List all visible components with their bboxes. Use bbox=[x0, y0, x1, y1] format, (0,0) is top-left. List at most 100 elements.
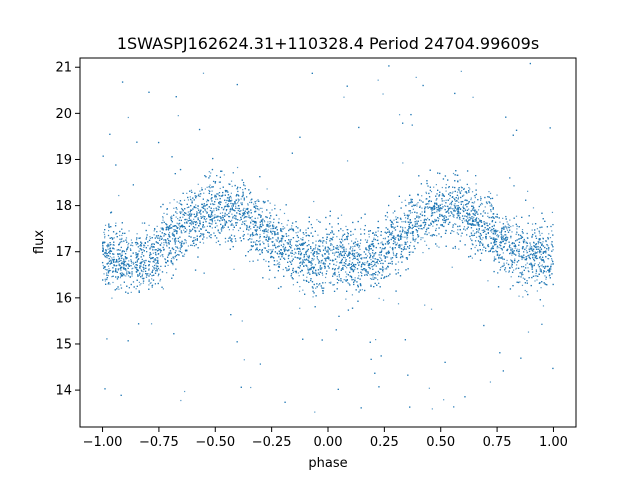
data-point bbox=[502, 227, 504, 230]
data-point bbox=[409, 220, 411, 222]
data-point bbox=[251, 219, 253, 221]
data-point bbox=[117, 261, 119, 263]
data-point bbox=[147, 244, 149, 247]
data-point bbox=[266, 230, 268, 232]
data-point bbox=[328, 257, 330, 259]
data-point bbox=[531, 247, 533, 249]
data-point bbox=[476, 217, 478, 219]
data-point bbox=[472, 218, 474, 220]
data-point bbox=[171, 233, 173, 235]
data-point bbox=[333, 254, 336, 256]
data-point bbox=[470, 197, 472, 199]
data-point bbox=[276, 260, 278, 262]
data-point bbox=[457, 196, 460, 198]
data-point bbox=[482, 237, 484, 239]
data-point bbox=[214, 214, 216, 216]
data-point bbox=[220, 216, 222, 219]
data-point bbox=[521, 271, 523, 273]
data-point bbox=[499, 241, 501, 244]
data-point bbox=[120, 273, 122, 275]
data-point bbox=[354, 266, 357, 269]
data-point bbox=[345, 238, 347, 240]
data-point bbox=[469, 238, 472, 240]
data-point bbox=[490, 229, 492, 231]
data-point bbox=[338, 238, 341, 240]
data-point bbox=[369, 267, 371, 269]
data-point bbox=[511, 231, 513, 233]
data-point bbox=[366, 241, 368, 243]
data-point bbox=[342, 240, 344, 242]
data-point bbox=[454, 203, 456, 205]
data-point bbox=[120, 269, 122, 271]
data-point bbox=[488, 190, 490, 193]
data-point bbox=[469, 214, 471, 216]
data-point bbox=[463, 226, 466, 228]
data-point bbox=[267, 231, 269, 233]
data-point bbox=[269, 221, 271, 223]
data-point bbox=[103, 273, 105, 275]
data-point bbox=[360, 265, 363, 267]
data-point bbox=[477, 230, 479, 232]
data-point bbox=[119, 277, 122, 279]
data-point bbox=[472, 219, 475, 222]
data-point bbox=[445, 205, 447, 207]
data-point bbox=[370, 263, 372, 265]
data-point bbox=[103, 231, 105, 234]
data-point bbox=[440, 209, 442, 211]
data-point bbox=[317, 259, 319, 261]
data-point bbox=[130, 262, 133, 264]
data-point bbox=[501, 235, 503, 237]
data-point bbox=[254, 241, 256, 243]
data-point bbox=[159, 251, 162, 253]
data-point bbox=[299, 286, 301, 288]
data-point bbox=[204, 208, 206, 210]
data-point bbox=[474, 197, 476, 199]
data-point bbox=[402, 226, 404, 229]
data-point bbox=[171, 248, 173, 250]
data-point bbox=[180, 399, 182, 402]
data-point bbox=[533, 242, 535, 244]
data-point bbox=[149, 247, 151, 249]
data-point bbox=[487, 215, 489, 217]
data-point bbox=[524, 259, 526, 261]
data-point bbox=[244, 185, 246, 187]
data-point bbox=[355, 243, 357, 245]
data-point bbox=[343, 279, 345, 281]
data-point bbox=[366, 255, 369, 257]
data-point bbox=[131, 268, 133, 270]
data-point bbox=[345, 225, 347, 228]
data-point bbox=[450, 202, 452, 205]
data-point bbox=[397, 221, 399, 223]
data-point bbox=[225, 210, 227, 212]
data-point bbox=[478, 240, 480, 243]
data-point bbox=[175, 216, 177, 218]
data-point bbox=[510, 276, 512, 278]
data-point bbox=[516, 232, 518, 234]
data-point bbox=[416, 229, 418, 232]
data-point bbox=[504, 237, 507, 239]
data-point bbox=[354, 279, 356, 281]
data-point bbox=[380, 242, 382, 244]
data-point bbox=[216, 215, 218, 217]
data-point bbox=[516, 267, 518, 269]
data-point bbox=[199, 232, 202, 235]
data-point bbox=[314, 264, 317, 266]
data-point bbox=[259, 240, 261, 242]
data-point bbox=[111, 297, 113, 299]
data-point bbox=[131, 275, 133, 277]
data-point bbox=[331, 244, 333, 246]
data-point bbox=[210, 172, 212, 174]
data-point bbox=[436, 245, 438, 247]
data-point bbox=[422, 228, 424, 230]
data-point bbox=[202, 72, 205, 74]
data-point bbox=[125, 237, 128, 239]
data-point bbox=[498, 235, 500, 237]
data-point bbox=[499, 231, 501, 233]
data-point bbox=[538, 262, 541, 264]
data-point bbox=[264, 221, 266, 223]
data-point bbox=[351, 240, 353, 242]
data-point bbox=[345, 263, 347, 265]
data-point bbox=[166, 245, 168, 247]
data-point bbox=[394, 226, 396, 228]
data-point bbox=[478, 229, 480, 231]
